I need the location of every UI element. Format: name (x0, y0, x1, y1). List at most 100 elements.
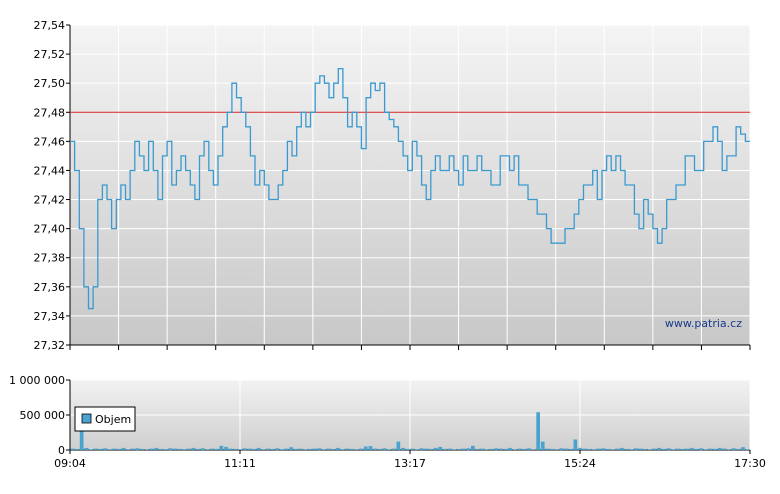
volume-x-ticks: 09:04 11:11 13:17 15:24 17:30 (54, 450, 766, 470)
volume-bar (438, 446, 443, 450)
volume-bar (540, 441, 545, 450)
price-y-tick-label: 27,50 (34, 77, 66, 90)
volume-bar (713, 448, 717, 450)
volume-bar (741, 447, 745, 450)
price-y-tick-label: 27,38 (34, 252, 66, 265)
volume-bar (289, 447, 294, 450)
volume-bar (727, 449, 731, 450)
volume-bar (424, 448, 429, 450)
volume-bar (256, 447, 261, 450)
price-y-tick-label: 27,52 (34, 48, 66, 61)
volume-bar (363, 446, 368, 450)
volume-bar (154, 447, 158, 450)
price-series-line (70, 67, 750, 310)
legend: Objem (74, 406, 136, 432)
volume-bar (214, 448, 219, 450)
volume-bar (89, 449, 93, 450)
volume-bar (429, 448, 433, 450)
volume-bar (624, 448, 629, 450)
volume-bar (419, 448, 424, 451)
volume-bar (70, 448, 75, 450)
volume-bar (173, 448, 177, 450)
volume-bar (163, 449, 168, 450)
watermark: www.patria.cz (665, 317, 742, 330)
volume-bar (489, 448, 494, 450)
volume-bar (573, 439, 578, 450)
volume-bar (131, 448, 135, 450)
volume-bar (410, 448, 415, 450)
volume-bar (79, 429, 84, 450)
volume-bar (382, 448, 387, 451)
volume-x-tick-label: 11:11 (224, 457, 256, 470)
volume-bar (731, 448, 736, 451)
volume-bar (84, 447, 89, 450)
volume-bar (587, 448, 592, 450)
volume-bar (745, 449, 750, 450)
volume-bar (680, 448, 685, 450)
volume-x-tick-label: 13:17 (394, 457, 426, 470)
volume-bar (247, 448, 252, 450)
volume-x-tick-label: 09:04 (54, 457, 86, 470)
volume-x-tick-label: 17:30 (734, 457, 766, 470)
volume-bar (121, 447, 126, 450)
volume-bar (550, 448, 554, 450)
volume-bar (401, 447, 405, 450)
volume-bar (377, 448, 382, 450)
price-y-tick-label: 27,46 (34, 135, 66, 148)
volume-y-ticks: 0 500 000 1 000 000 (9, 374, 70, 457)
volume-bar (671, 449, 675, 450)
volume-bar (312, 448, 317, 450)
price-x-ticks (69, 345, 751, 350)
volume-bar (391, 448, 396, 450)
volume-bar (545, 448, 550, 450)
volume-bar (592, 449, 596, 450)
volume-bar (536, 412, 540, 450)
volume-bar (275, 448, 280, 451)
volume-bar (494, 448, 498, 451)
volume-bar (666, 448, 671, 451)
volume-bar (461, 448, 466, 450)
price-y-tick-label: 27,48 (34, 106, 66, 119)
volume-bar (252, 448, 256, 450)
volume-bar (736, 448, 741, 450)
volume-bar (331, 448, 335, 450)
volume-bar (517, 448, 522, 450)
volume-bar (526, 448, 531, 451)
volume-bar (606, 448, 610, 450)
price-y-ticks: 27,32 27,34 27,36 27,38 27,40 27,42 27,44 27,46… (34, 19, 70, 352)
volume-bar (568, 448, 573, 450)
volume-bar (266, 448, 270, 450)
volume-bar (578, 447, 582, 450)
volume-bar (582, 448, 587, 450)
volume-bar (270, 448, 275, 450)
volume-bar (638, 448, 643, 450)
volume-bar (75, 448, 79, 450)
volume-bar (345, 448, 349, 450)
volume-bar (284, 448, 289, 450)
volume-bar (93, 448, 98, 450)
price-y-tick-label: 27,40 (34, 223, 66, 236)
volume-bar (466, 448, 471, 451)
volume-bar (326, 448, 331, 450)
volume-bar (242, 448, 247, 451)
volume-bar (336, 447, 340, 450)
volume-bar (708, 448, 713, 450)
price-y-tick-label: 27,36 (34, 281, 66, 294)
volume-bar (685, 448, 689, 450)
volume-bar (615, 448, 620, 450)
volume-bar (457, 448, 461, 450)
volume-bar (564, 448, 568, 450)
volume-bar (280, 449, 284, 450)
volume-bar (648, 449, 652, 450)
volume-bar (238, 449, 242, 450)
legend-swatch (81, 413, 92, 424)
volume-bar (340, 449, 345, 450)
volume-bar (554, 449, 559, 450)
volume-bar (294, 448, 298, 450)
volume-bar (703, 449, 708, 450)
volume-bar (205, 449, 210, 450)
volume-bar (387, 449, 391, 450)
volume-bar (690, 447, 694, 450)
volume-bar (643, 448, 648, 450)
